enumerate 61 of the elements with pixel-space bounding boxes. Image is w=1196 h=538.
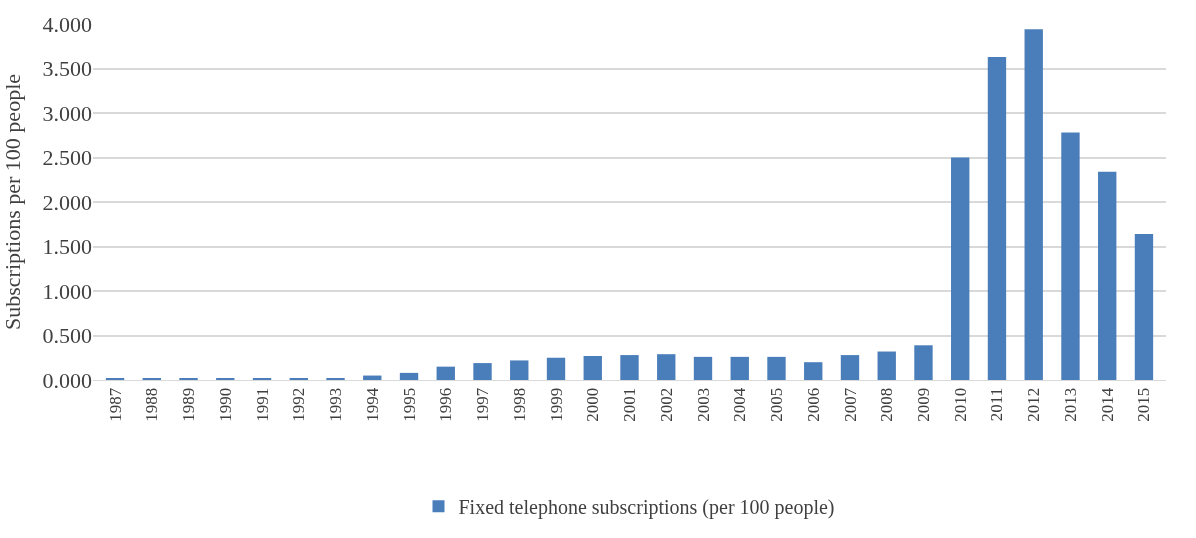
y-tick-label: 4.000 xyxy=(42,11,92,37)
y-tick-label: 3.500 xyxy=(42,56,92,82)
x-tick-label: 2001 xyxy=(620,387,640,422)
bar xyxy=(877,351,896,380)
bar xyxy=(840,355,860,380)
x-tick-label: 2000 xyxy=(583,387,603,422)
x-tick-label: 2010 xyxy=(950,387,970,422)
bar xyxy=(436,366,455,380)
x-tick-label: 1999 xyxy=(546,387,566,422)
x-tick-label: 1996 xyxy=(436,387,456,422)
bar xyxy=(767,356,786,380)
x-tick-label: 2005 xyxy=(767,387,787,422)
x-tick-label: 1992 xyxy=(289,387,309,422)
y-tick-label: 0.000 xyxy=(42,367,92,393)
x-tick-label: 1990 xyxy=(215,387,235,422)
bar xyxy=(693,356,713,380)
x-tick-label: 2009 xyxy=(913,387,933,422)
x-tick-label: 2006 xyxy=(803,387,823,422)
x-tick-label: 2007 xyxy=(840,387,860,422)
bar xyxy=(1024,29,1043,380)
bar xyxy=(730,356,749,380)
bar xyxy=(399,372,419,380)
x-tick-label: 2011 xyxy=(987,387,1007,422)
x-tick-label: 2003 xyxy=(693,387,713,422)
y-tick-label: 1.500 xyxy=(42,234,92,260)
bar xyxy=(510,360,529,380)
x-tick-label: 1998 xyxy=(509,387,529,422)
x-tick-label: 1993 xyxy=(326,387,346,422)
x-tick-label: 1994 xyxy=(362,387,382,422)
bar xyxy=(914,345,933,380)
x-tick-label: 1991 xyxy=(252,387,272,422)
x-tick-label: 1989 xyxy=(179,387,199,422)
x-tick-label: 1995 xyxy=(399,387,419,422)
bar xyxy=(1061,132,1080,380)
x-tick-label: 1997 xyxy=(473,387,493,422)
bar xyxy=(987,56,1007,380)
bar xyxy=(473,363,492,380)
x-tick-label: 2013 xyxy=(1060,387,1080,422)
x-tick-label: 1987 xyxy=(105,387,125,422)
bar xyxy=(1098,171,1117,380)
x-tick-label: 2015 xyxy=(1134,387,1154,422)
x-tick-label: 2004 xyxy=(730,387,750,422)
x-tick-label: 1988 xyxy=(142,387,162,422)
bar xyxy=(546,357,566,380)
x-tick-label: 2014 xyxy=(1097,387,1117,422)
legend-label: Fixed telephone subscriptions (per 100 people) xyxy=(458,496,835,520)
y-tick-label: 2.500 xyxy=(42,145,92,171)
bar xyxy=(620,355,639,380)
x-tick-label: 2008 xyxy=(877,387,897,422)
x-tick-label: 2002 xyxy=(656,387,676,422)
y-tick-label: 0.500 xyxy=(42,323,92,349)
y-tick-label: 2.000 xyxy=(42,189,92,215)
y-tick-label: 1.000 xyxy=(42,278,92,304)
bar xyxy=(583,355,602,380)
y-axis-title: Subscriptions per 100 people xyxy=(0,73,26,331)
y-tick-label: 3.000 xyxy=(42,100,92,126)
bar xyxy=(1134,234,1154,380)
bar xyxy=(951,157,970,380)
bar xyxy=(804,362,823,380)
x-tick-label: 2012 xyxy=(1024,387,1044,422)
bar xyxy=(657,354,676,380)
